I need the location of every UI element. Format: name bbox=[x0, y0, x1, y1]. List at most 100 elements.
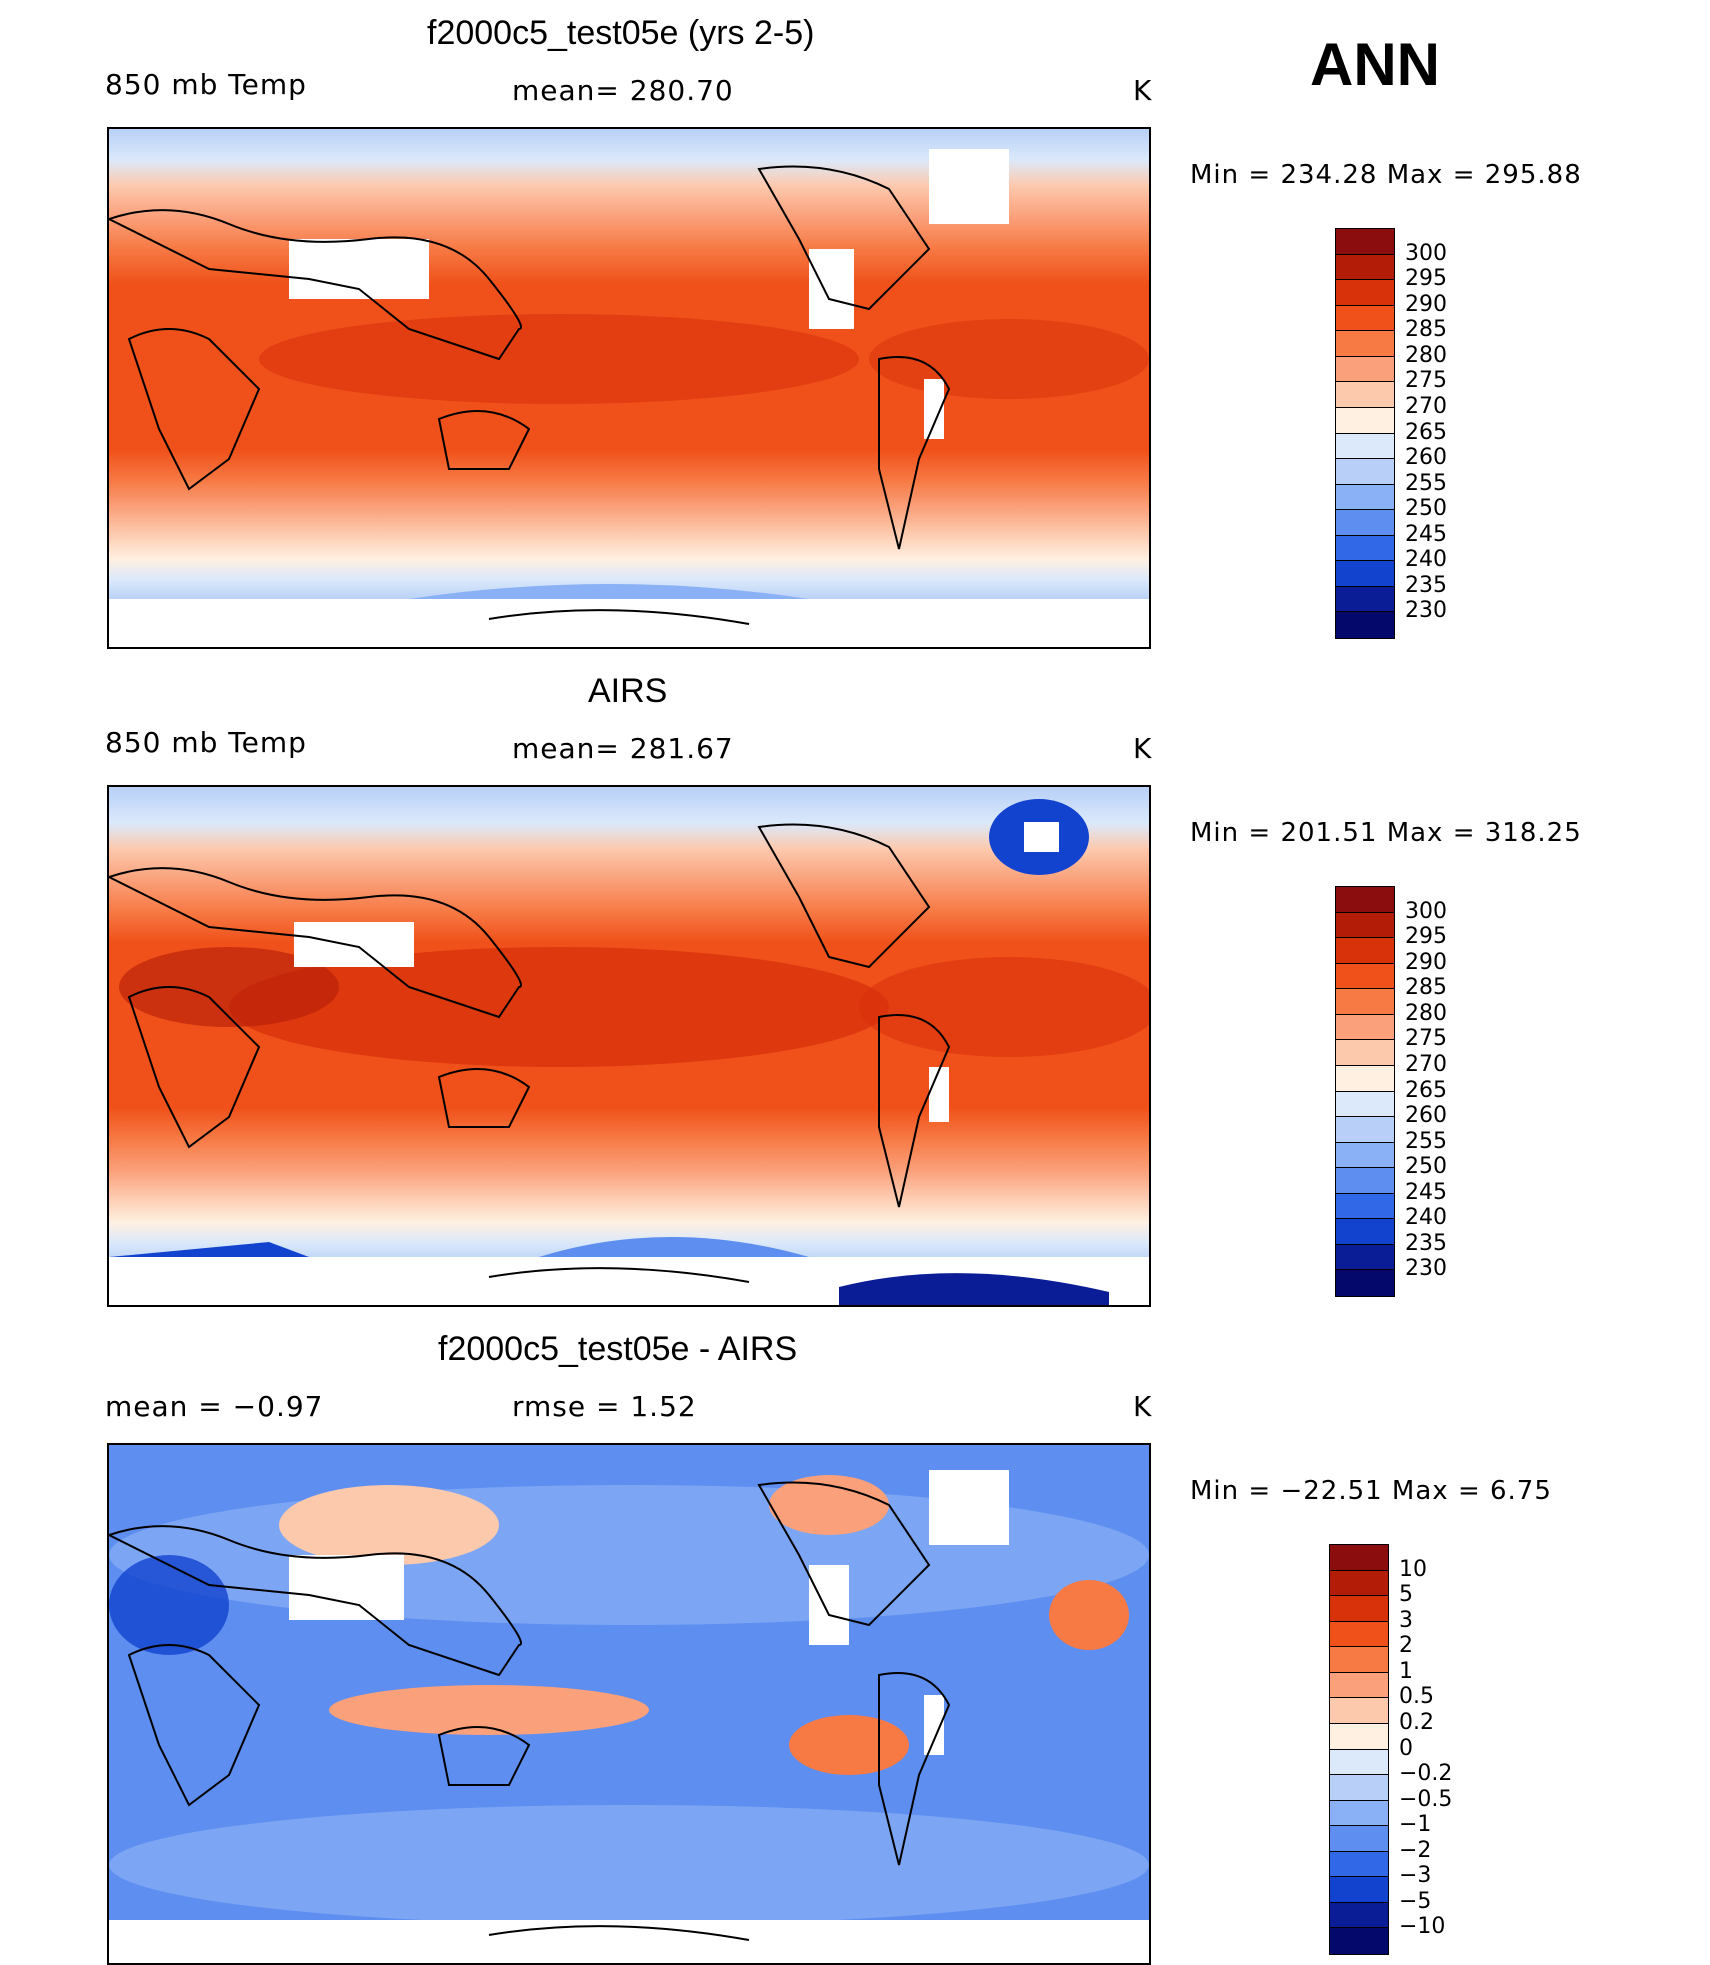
colorbar-swatch bbox=[1336, 561, 1394, 587]
colorbar-swatch bbox=[1336, 280, 1394, 306]
colorbar-tick-label: 255 bbox=[1405, 1128, 1447, 1154]
colorbar-swatch bbox=[1336, 1040, 1394, 1066]
panel-3-map bbox=[107, 1443, 1151, 1965]
colorbar-tick-label: 300 bbox=[1405, 240, 1447, 266]
colorbar-tick-label: 245 bbox=[1405, 1179, 1447, 1205]
panel-2-left-label: 850 mb Temp bbox=[105, 726, 307, 759]
colorbar-swatch bbox=[1330, 1775, 1388, 1801]
panel-3-rmse-label: rmse = 1.52 bbox=[512, 1390, 697, 1423]
colorbar-swatch bbox=[1336, 612, 1394, 638]
colorbar-swatch bbox=[1336, 912, 1394, 939]
colorbar-tick-label: 250 bbox=[1405, 1154, 1447, 1180]
colorbar-swatch bbox=[1330, 1928, 1388, 1954]
colorbar-swatch bbox=[1330, 1851, 1388, 1878]
panel-1-colorbar bbox=[1335, 228, 1395, 639]
colorbar-tick-label: 290 bbox=[1405, 291, 1447, 317]
colorbar-tick-label: 275 bbox=[1405, 1026, 1447, 1052]
colorbar-swatch bbox=[1336, 407, 1394, 434]
colorbar-swatch bbox=[1336, 356, 1394, 383]
colorbar-tick-label: 255 bbox=[1405, 470, 1447, 496]
colorbar-swatch bbox=[1336, 963, 1394, 990]
colorbar-swatch bbox=[1330, 1596, 1388, 1622]
colorbar-swatch bbox=[1330, 1570, 1388, 1597]
colorbar-swatch bbox=[1336, 305, 1394, 332]
colorbar-swatch bbox=[1336, 331, 1394, 357]
colorbar-tick-label: 1 bbox=[1399, 1658, 1413, 1684]
colorbar-swatch bbox=[1330, 1749, 1388, 1776]
season-label: ANN bbox=[1310, 31, 1440, 98]
colorbar-tick-label: −5 bbox=[1399, 1888, 1432, 1914]
colorbar-tick-label: 285 bbox=[1405, 317, 1447, 343]
colorbar-tick-label: −3 bbox=[1399, 1863, 1432, 1889]
panel-2-title: AIRS bbox=[588, 672, 668, 710]
colorbar-swatch bbox=[1336, 1014, 1394, 1041]
panel-2-units-label: K bbox=[1133, 732, 1153, 765]
colorbar-swatch bbox=[1330, 1545, 1388, 1571]
colorbar-swatch bbox=[1336, 586, 1394, 613]
colorbar-swatch bbox=[1336, 535, 1394, 562]
colorbar-tick-label: 230 bbox=[1405, 1256, 1447, 1282]
colorbar-tick-label: 240 bbox=[1405, 1205, 1447, 1231]
colorbar-swatch bbox=[1330, 1698, 1388, 1724]
colorbar-tick-label: −1 bbox=[1399, 1812, 1432, 1838]
panel-1-map-graphic bbox=[109, 129, 1149, 647]
colorbar-tick-label: 280 bbox=[1405, 1000, 1447, 1026]
panel-2-mean-label: mean= 281.67 bbox=[512, 732, 734, 765]
panel-1-title: f2000c5_test05e (yrs 2-5) bbox=[427, 14, 815, 52]
colorbar-tick-label: 2 bbox=[1399, 1633, 1413, 1659]
colorbar-tick-label: 295 bbox=[1405, 924, 1447, 950]
colorbar-tick-label: −10 bbox=[1399, 1914, 1446, 1940]
colorbar-swatch bbox=[1336, 1244, 1394, 1271]
colorbar-swatch bbox=[1336, 1168, 1394, 1194]
colorbar-tick-label: 300 bbox=[1405, 898, 1447, 924]
panel-3-colorbar bbox=[1329, 1544, 1389, 1955]
panel-2-colorbar bbox=[1335, 886, 1395, 1297]
panel-3-map-graphic bbox=[109, 1445, 1149, 1963]
colorbar-swatch bbox=[1336, 510, 1394, 536]
panel-3-minmax: Min = −22.51 Max = 6.75 bbox=[1190, 1476, 1552, 1506]
panel-1-left-label: 850 mb Temp bbox=[105, 68, 307, 101]
colorbar-tick-label: 270 bbox=[1405, 1051, 1447, 1077]
colorbar-swatch bbox=[1336, 1117, 1394, 1143]
panel-1-units-label: K bbox=[1133, 74, 1153, 107]
colorbar-tick-label: 250 bbox=[1405, 496, 1447, 522]
colorbar-swatch bbox=[1336, 459, 1394, 485]
colorbar-tick-label: 235 bbox=[1405, 572, 1447, 598]
colorbar-tick-label: 265 bbox=[1405, 1077, 1447, 1103]
colorbar-tick-label: 0.5 bbox=[1399, 1684, 1434, 1710]
colorbar-tick-label: 10 bbox=[1399, 1556, 1427, 1582]
colorbar-tick-label: 290 bbox=[1405, 949, 1447, 975]
colorbar-swatch bbox=[1330, 1826, 1388, 1852]
colorbar-swatch bbox=[1336, 1219, 1394, 1245]
panel-1-minmax: Min = 234.28 Max = 295.88 bbox=[1190, 160, 1582, 190]
panel-1-mean-label: mean= 280.70 bbox=[512, 74, 734, 107]
colorbar-swatch bbox=[1336, 382, 1394, 408]
colorbar-tick-label: 230 bbox=[1405, 598, 1447, 624]
colorbar-swatch bbox=[1330, 1621, 1388, 1648]
colorbar-swatch bbox=[1336, 989, 1394, 1015]
colorbar-tick-label: 265 bbox=[1405, 419, 1447, 445]
colorbar-swatch bbox=[1330, 1723, 1388, 1750]
colorbar-swatch bbox=[1330, 1877, 1388, 1903]
colorbar-tick-label: 240 bbox=[1405, 547, 1447, 573]
colorbar-swatch bbox=[1336, 1091, 1394, 1118]
colorbar-swatch bbox=[1336, 1193, 1394, 1220]
colorbar-tick-label: −0.2 bbox=[1399, 1761, 1453, 1787]
panel-1-map bbox=[107, 127, 1151, 649]
colorbar-tick-label: 295 bbox=[1405, 266, 1447, 292]
colorbar-tick-label: 0.2 bbox=[1399, 1709, 1434, 1735]
colorbar-tick-label: 260 bbox=[1405, 445, 1447, 471]
colorbar-tick-label: 5 bbox=[1399, 1582, 1413, 1608]
panel-3-mean-label: mean = −0.97 bbox=[105, 1390, 324, 1423]
colorbar-swatch bbox=[1330, 1672, 1388, 1699]
colorbar-swatch bbox=[1336, 484, 1394, 511]
colorbar-swatch bbox=[1336, 1065, 1394, 1092]
colorbar-swatch bbox=[1336, 433, 1394, 460]
colorbar-tick-label: 270 bbox=[1405, 393, 1447, 419]
colorbar-tick-label: 280 bbox=[1405, 342, 1447, 368]
panel-3-units-label: K bbox=[1133, 1390, 1153, 1423]
colorbar-tick-label: −2 bbox=[1399, 1837, 1432, 1863]
colorbar-swatch bbox=[1336, 938, 1394, 964]
colorbar-swatch bbox=[1330, 1647, 1388, 1673]
panel-3-title: f2000c5_test05e - AIRS bbox=[438, 1330, 798, 1368]
